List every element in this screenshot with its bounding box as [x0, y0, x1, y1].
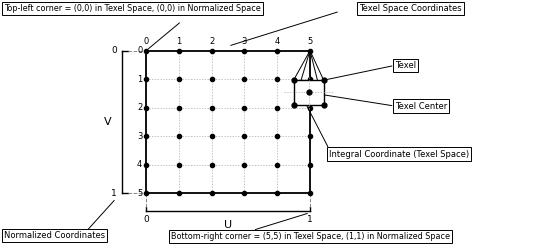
Text: 3: 3 [242, 37, 247, 46]
Text: 1: 1 [307, 215, 313, 224]
Text: Texel: Texel [395, 61, 416, 70]
Text: 4: 4 [274, 37, 280, 46]
Bar [294, 80, 324, 105]
Text: 1: 1 [137, 75, 142, 84]
Text: 5: 5 [137, 189, 142, 198]
Text: 0: 0 [111, 46, 117, 55]
Text: 0: 0 [143, 37, 149, 46]
Text: 4: 4 [137, 160, 142, 169]
Text: 0: 0 [137, 46, 142, 55]
Text: 3: 3 [137, 132, 142, 141]
Text: Bottom-right corner = (5,5) in Texel Space, (1,1) in Normalized Space: Bottom-right corner = (5,5) in Texel Spa… [171, 233, 450, 242]
Text: 1: 1 [176, 37, 182, 46]
Text: 2: 2 [137, 103, 142, 112]
Text: Texel Center: Texel Center [395, 102, 447, 111]
Text: V: V [104, 117, 111, 127]
Text: Texel Space Coordinates: Texel Space Coordinates [359, 4, 462, 13]
Text: Top-left corner = (0,0) in Texel Space, (0,0) in Normalized Space: Top-left corner = (0,0) in Texel Space, … [4, 4, 261, 13]
Bar [146, 51, 310, 193]
Text: 1: 1 [111, 189, 117, 198]
Text: Normalized Coordinates: Normalized Coordinates [4, 231, 105, 240]
Text: 5: 5 [307, 37, 312, 46]
Text: 0: 0 [143, 215, 149, 224]
Text: U: U [224, 220, 232, 230]
Text: 2: 2 [209, 37, 214, 46]
Text: Integral Coordinate (Texel Space): Integral Coordinate (Texel Space) [329, 150, 469, 159]
